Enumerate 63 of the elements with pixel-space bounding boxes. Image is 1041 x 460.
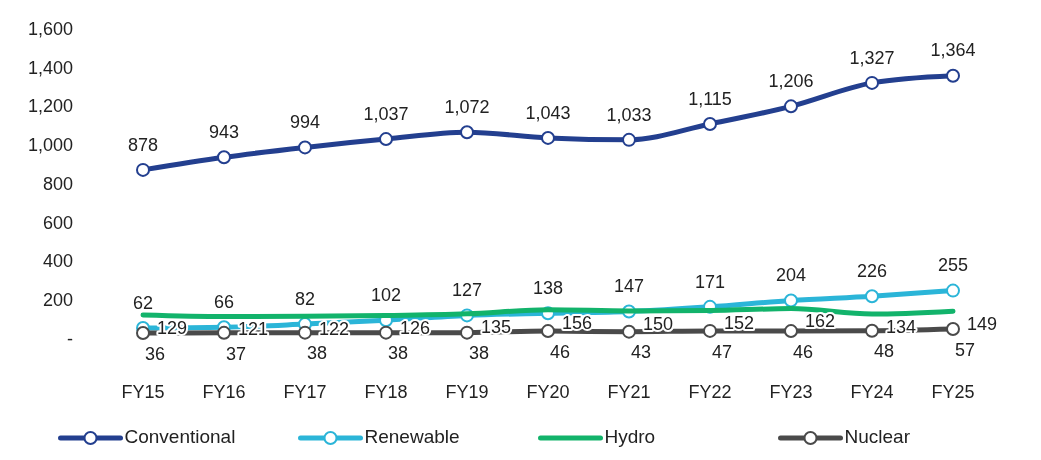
data-label: 1,037	[363, 103, 409, 124]
data-label: 62	[132, 292, 154, 313]
data-label: 66	[213, 291, 235, 312]
data-label: 204	[775, 265, 807, 286]
data-label: 255	[937, 255, 969, 276]
data-label: 102	[370, 284, 402, 305]
x-tick-label: FY18	[364, 382, 408, 402]
y-tick-label: 400	[42, 251, 73, 272]
data-label: 38	[306, 343, 328, 364]
data-label: 46	[792, 341, 814, 362]
data-label: 156	[562, 312, 593, 333]
x-tick-label: FY20	[526, 382, 570, 402]
y-tick-label: 200	[42, 290, 73, 310]
data-label: 36	[144, 343, 166, 364]
x-tick-label: FY19	[445, 382, 489, 402]
x-tick-label: FY21	[607, 382, 651, 402]
x-tick-label: FY25	[931, 382, 975, 402]
data-label: 1,033	[606, 104, 652, 125]
data-label: 127	[451, 280, 483, 301]
data-label: 994	[289, 112, 321, 133]
data-label: 150	[643, 313, 674, 334]
y-tick-label: 1,600	[27, 18, 73, 39]
y-tick-label: 1,000	[27, 135, 73, 155]
y-tick-label: 1,200	[27, 96, 73, 117]
data-label: 878	[127, 134, 159, 155]
data-label: 38	[387, 343, 409, 364]
data-label: 162	[805, 311, 836, 332]
data-label: 82	[294, 288, 316, 309]
x-tick-label: FY15	[121, 382, 165, 402]
data-label: 1,043	[525, 102, 571, 123]
y-tick-label: 600	[42, 212, 73, 233]
data-label: 1,115	[688, 88, 732, 109]
y-tick-label: -	[67, 328, 73, 349]
y-tick-label: 800	[42, 173, 73, 194]
x-tick-label: FY23	[769, 382, 813, 402]
x-tick-label: FY22	[688, 382, 732, 402]
data-label: 226	[856, 260, 888, 281]
data-label: 1,327	[849, 47, 895, 68]
data-label: 48	[873, 341, 895, 362]
data-label: 149	[967, 313, 998, 334]
data-label: 171	[694, 271, 726, 292]
data-label: 152	[724, 313, 755, 334]
x-tick-label: FY24	[850, 382, 894, 402]
legend-label: Hydro	[604, 426, 656, 448]
legend-label: Renewable	[364, 426, 460, 448]
data-label: 37	[225, 343, 247, 364]
data-label: 1,206	[768, 71, 814, 92]
data-label: 57	[954, 339, 976, 360]
data-label: 121	[238, 319, 269, 340]
data-label: 38	[468, 343, 490, 364]
data-label: 43	[630, 342, 652, 363]
x-tick-label: FY17	[283, 382, 327, 402]
legend-label: Nuclear	[844, 426, 911, 448]
y-tick-label: 1,400	[27, 57, 73, 78]
data-label: 47	[711, 341, 733, 362]
data-label: 147	[613, 276, 645, 297]
data-label: 1,364	[930, 40, 976, 61]
data-label: 943	[208, 122, 240, 143]
legend-label: Conventional	[124, 426, 236, 448]
data-label: 138	[532, 278, 564, 299]
data-label: 1,072	[444, 97, 490, 118]
data-label: 46	[549, 341, 571, 362]
x-tick-label: FY16	[202, 382, 246, 402]
